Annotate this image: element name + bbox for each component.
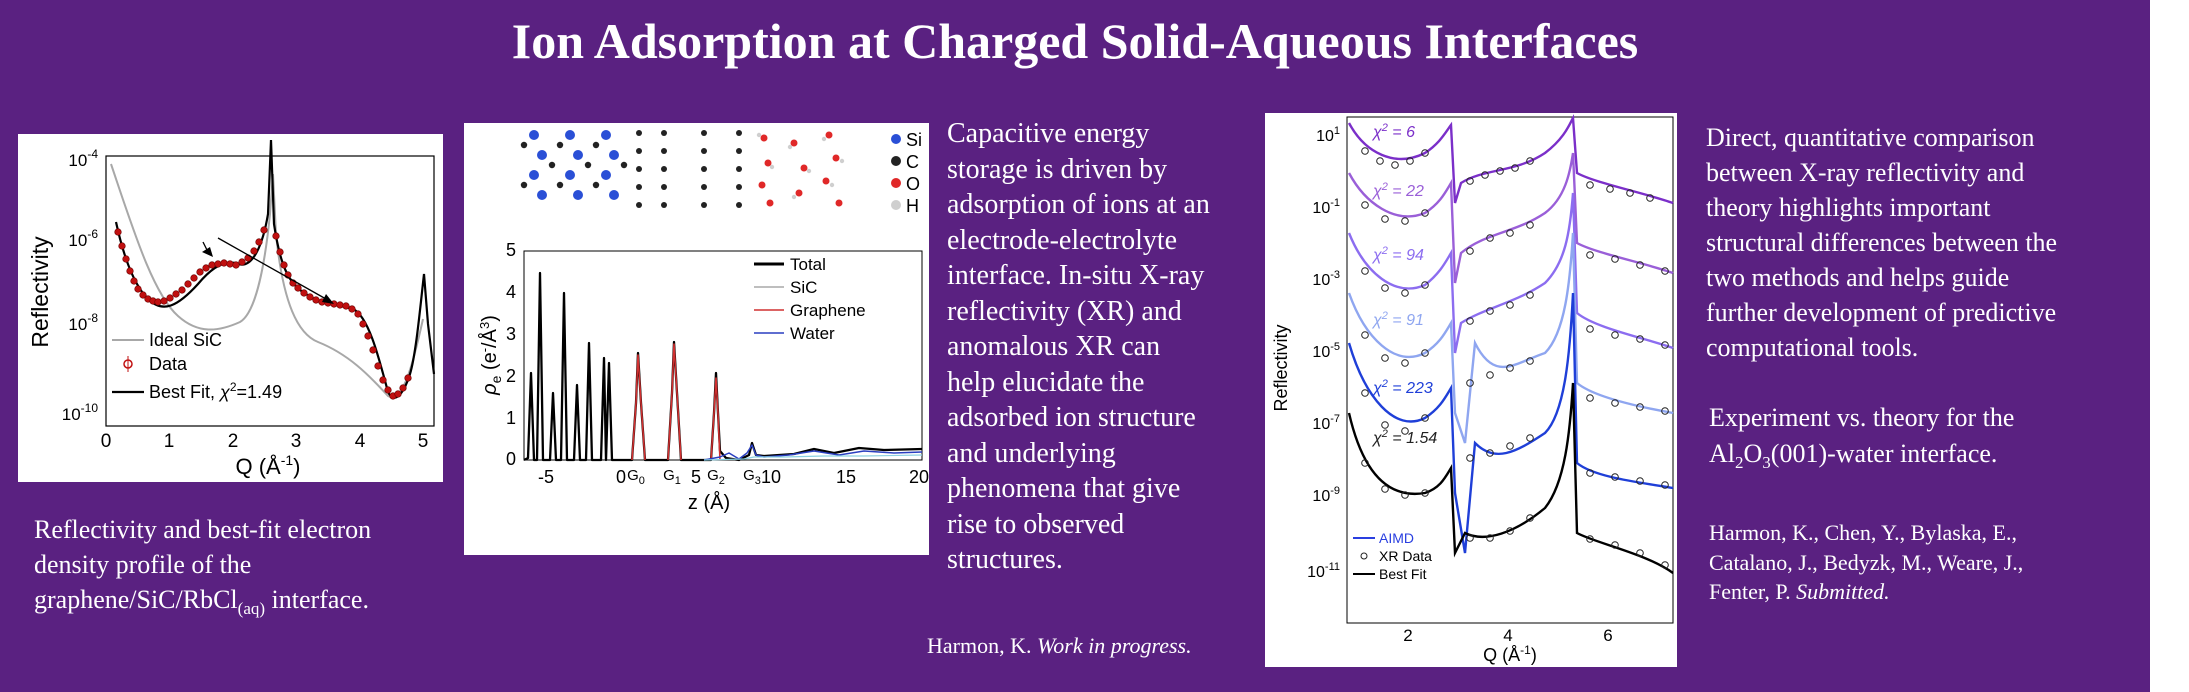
reference-2: Harmon, K. Work in progress.	[927, 633, 1192, 658]
x-axis-label: Q (Å-1)	[235, 452, 300, 479]
ytick-label: 4	[506, 282, 516, 302]
plot-frame	[523, 250, 923, 461]
legend-label: Water	[790, 324, 835, 343]
chi-label: χ2 = 22	[1371, 181, 1424, 200]
xtick-label: 5	[418, 431, 429, 452]
plot-frame	[1346, 116, 1674, 624]
atom-label-si: Si	[906, 130, 922, 150]
chi-label: χ2 = 6	[1371, 122, 1415, 141]
y-axis-label: Reflectivity	[1271, 324, 1291, 411]
legend-label: Total	[790, 255, 826, 274]
xtick-label: 0	[101, 431, 112, 452]
ytick-label: 10-5	[1312, 341, 1340, 361]
body-text-2: Capacitive energy storage is driven by a…	[947, 118, 1210, 575]
atom-label-o: O	[906, 174, 920, 194]
aimd-curve	[1347, 292, 1674, 554]
chi-label: χ2 = 1.54	[1371, 428, 1437, 447]
ytick-label: 5	[506, 240, 516, 260]
xtick-label: 5	[691, 467, 701, 487]
reflectivity-figure: 10-4 10-6 10-8 10-10 0 1 2 3 4 5 Q (Å-1)…	[18, 134, 443, 482]
electron-density-figure: Si C O H 0 1 2 3 4 5 -5 0 5 10 15	[464, 123, 929, 555]
annotation-arrow	[217, 237, 327, 300]
xtick-label: 4	[1503, 626, 1512, 645]
legend-label: AIMD	[1379, 530, 1414, 546]
ideal-sic-curve	[110, 163, 424, 398]
graphene-density	[631, 343, 721, 461]
aimd-curve	[1347, 192, 1674, 354]
g-label: G0	[627, 467, 645, 487]
ytick-label: 10-8	[68, 311, 98, 334]
figure-caption-3: Experiment vs. theory for the Al2O3(001)…	[1709, 403, 2015, 473]
atomic-structure: Si C O H	[520, 130, 922, 216]
ytick-label: 10-3	[1312, 269, 1340, 289]
best-fit-curve	[1347, 382, 1674, 574]
legend: Total SiC Graphene Water	[754, 255, 866, 343]
xtick-label: 2	[228, 431, 239, 452]
xtick-label: 1	[164, 431, 175, 452]
slide-title: Ion Adsorption at Charged Solid-Aqueous …	[511, 13, 1639, 69]
x-axis-label: Q (Å-1)	[1483, 643, 1537, 665]
xtick-label: 20	[909, 467, 929, 487]
aimd-curve	[1347, 232, 1674, 444]
al2o3-reflectivity-figure: 101 10-1 10-3 10-5 10-7 10-9 10-11 2 4 6…	[1265, 113, 1677, 667]
ytick-label: 10-11	[1307, 561, 1340, 581]
chi-label: χ2 = 91	[1371, 310, 1424, 329]
xtick-label: 0	[616, 467, 626, 487]
ytick-label: 10-7	[1312, 413, 1340, 433]
x-axis-label: z (Å)	[688, 491, 730, 514]
chi-label: χ2 = 94	[1371, 245, 1424, 264]
ytick-label: 2	[506, 366, 516, 386]
xtick-label: 10	[761, 467, 781, 487]
legend-label: Data	[149, 354, 188, 374]
legend: Ideal SiC Data Best Fit, χ2=1.49	[112, 330, 282, 402]
ytick-label: 10-1	[1312, 197, 1340, 217]
legend-label: SiC	[790, 278, 817, 297]
chi-label: χ2 = 223	[1371, 378, 1433, 397]
legend-label: Graphene	[790, 301, 866, 320]
ytick-label: 0	[506, 449, 516, 469]
data-points	[114, 226, 412, 400]
legend: AIMD XR Data Best Fit	[1353, 530, 1432, 582]
atom-label-h: H	[906, 196, 919, 216]
ytick-label: 3	[506, 324, 516, 344]
atom-label-c: C	[906, 152, 919, 172]
ytick-label: 10-6	[68, 227, 98, 250]
g-label: G3	[743, 467, 761, 487]
xr-data-points	[1361, 147, 1669, 569]
legend-label: XR Data	[1379, 548, 1432, 564]
body-text-3: Direct, quantitative comparison between …	[1706, 123, 2058, 362]
g-label: G1	[663, 467, 681, 487]
legend-label: Best Fit	[1379, 566, 1427, 582]
aimd-curve	[1347, 152, 1674, 284]
ytick-label: 10-9	[1312, 485, 1340, 505]
y-axis-label: Reflectivity	[27, 236, 53, 348]
xtick-label: 3	[291, 431, 302, 452]
water-density	[703, 444, 923, 461]
ytick-label: 101	[1316, 125, 1340, 145]
xtick-label: 4	[355, 431, 366, 452]
ytick-label: 10-4	[68, 147, 98, 170]
legend-label: Ideal SiC	[149, 330, 222, 350]
figure-caption-1: Reflectivity and best-fit electron densi…	[34, 515, 372, 619]
ytick-label: 10-10	[62, 401, 99, 424]
ytick-label: 1	[506, 408, 516, 428]
xtick-label: 6	[1603, 626, 1612, 645]
g-label: G2	[707, 467, 725, 487]
legend-label: Best Fit, χ2=1.49	[149, 380, 282, 402]
y-axis-label: ρe (e-/Å3)	[477, 315, 504, 396]
xtick-label: 2	[1403, 626, 1412, 645]
xtick-label: 15	[836, 467, 856, 487]
reference-3: Harmon, K., Chen, Y., Bylaska, E., Catal…	[1709, 520, 2024, 604]
xtick-label: -5	[538, 467, 554, 487]
